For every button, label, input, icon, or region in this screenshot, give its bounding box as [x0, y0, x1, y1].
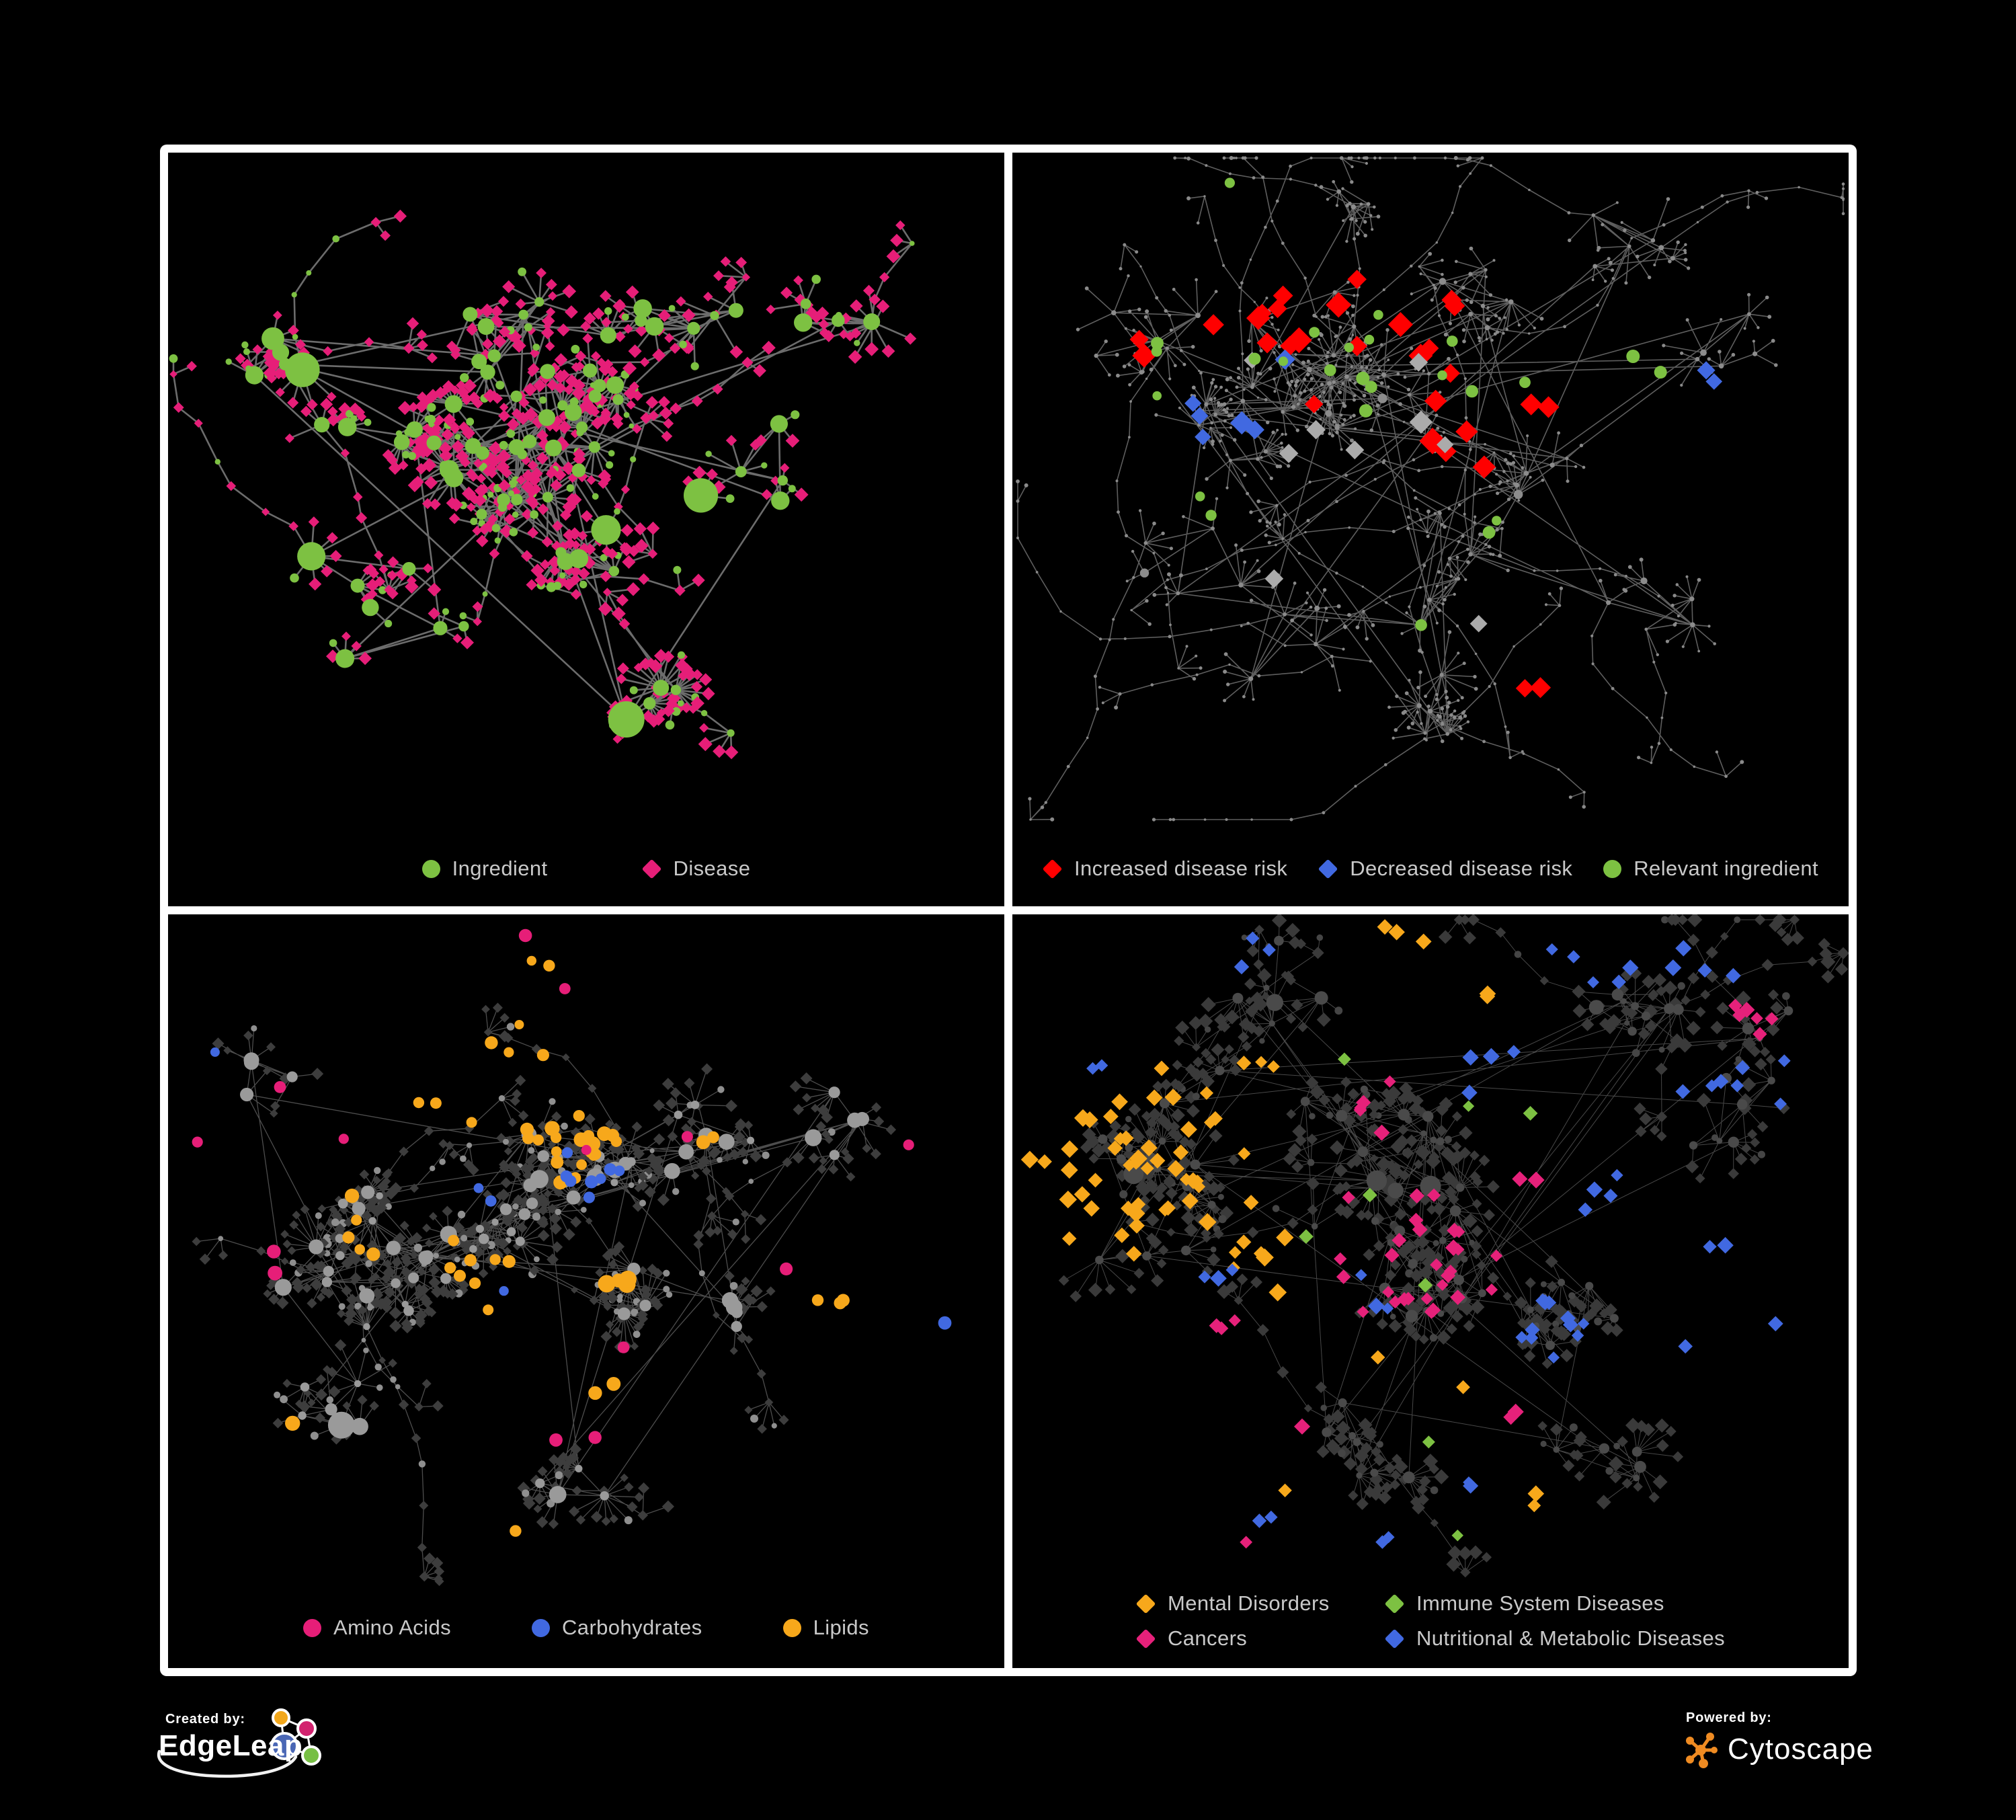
created-by-label: Created by: [165, 1712, 245, 1727]
panel-disease-risk: Increased disease risk Decreased disease … [1012, 153, 1849, 906]
legend-diamond-marker [641, 859, 661, 879]
legend-label: Mental Disorders [1167, 1591, 1330, 1615]
legend-item: Cancers [1135, 1626, 1358, 1651]
legend-item: Mental Disorders [1135, 1591, 1358, 1616]
edgeleap-pink-node-icon [296, 1718, 317, 1739]
legend-item: Ingredient [421, 857, 548, 881]
legend-diamond-marker [1384, 1628, 1405, 1649]
legend-circle-marker [782, 1618, 801, 1637]
legend-label: Increased disease risk [1074, 857, 1288, 880]
legend-label: Disease [673, 857, 751, 880]
legend-label: Carbohydrates [562, 1616, 702, 1639]
cytoscape-brand: Cytoscape [1728, 1733, 1873, 1766]
panel-nutrient-classes: Amino Acids Carbohydrates Lipids [168, 914, 1004, 1668]
legend-circle-marker [1603, 859, 1622, 878]
legend-label: Decreased disease risk [1350, 857, 1573, 880]
legend-item: Immune System Diseases [1384, 1591, 1725, 1616]
network-graph-nutrient-classes [192, 928, 952, 1586]
legend-item: Nutritional & Metabolic Diseases [1384, 1626, 1726, 1651]
edgeleap-blue-node-icon [270, 1732, 298, 1760]
legend-diamond-marker [1135, 1593, 1156, 1614]
legend-disease-risk: Increased disease risk Decreased disease … [1012, 857, 1849, 881]
legend-label: Lipids [813, 1616, 869, 1639]
edgeleap-logo [157, 1708, 321, 1778]
legend-label: Relevant ingredient [1634, 857, 1818, 880]
panel-grid: Ingredient Disease Increased disease risk… [160, 145, 1857, 1676]
edgeleap-swoosh-icon [157, 1749, 298, 1778]
legend-label: Ingredient [452, 857, 548, 880]
network-graph-disease-risk [1016, 156, 1845, 822]
legend-nutrient-classes: Amino Acids Carbohydrates Lipids [168, 1616, 1004, 1640]
legend-item: Amino Acids [303, 1616, 451, 1640]
legend-item: Lipids [782, 1616, 869, 1640]
edgeleap-green-node-icon [301, 1745, 321, 1766]
legend-item: Relevant ingredient [1603, 857, 1818, 881]
legend-ingredient-disease: Ingredient Disease [168, 857, 1004, 881]
legend-label: Nutritional & Metabolic Diseases [1416, 1626, 1726, 1650]
created-by-block: Created by: EdgeLeap [157, 1708, 374, 1805]
cytoscape-logo-icon [1686, 1733, 1718, 1768]
legend-diamond-marker [1135, 1628, 1156, 1649]
edgeleap-orange-node-icon [272, 1708, 290, 1727]
legend-item: Increased disease risk [1042, 857, 1288, 881]
legend-disease-categories: Mental Disorders Immune System Diseases Ca… [1135, 1591, 1726, 1651]
panel-ingredient-disease: Ingredient Disease [168, 153, 1004, 906]
legend-diamond-marker [1318, 859, 1338, 879]
edgeleap-brand: EdgeLeap [159, 1729, 303, 1762]
legend-item: Decreased disease risk [1318, 857, 1572, 881]
network-graph-disease-categories [1020, 914, 1849, 1578]
legend-label: Amino Acids [333, 1616, 452, 1639]
legend-item: Carbohydrates [532, 1616, 702, 1640]
legend-diamond-marker [1042, 859, 1063, 879]
powered-by-block: Powered by: Cytosc [1683, 1710, 1979, 1798]
legend-circle-marker [421, 859, 440, 878]
legend-circle-marker [532, 1618, 551, 1637]
legend-item: Disease [641, 857, 751, 881]
network-graph-ingredient-disease [169, 209, 917, 760]
legend-label: Immune System Diseases [1416, 1591, 1664, 1615]
legend-circle-marker [303, 1618, 322, 1637]
panel-disease-categories: Mental Disorders Immune System Diseases Ca… [1012, 914, 1849, 1668]
powered-by-label: Powered by: [1686, 1710, 1772, 1725]
legend-diamond-marker [1384, 1593, 1405, 1614]
cytoscape-icon-nodes [1686, 1733, 1718, 1768]
legend-label: Cancers [1167, 1626, 1248, 1650]
